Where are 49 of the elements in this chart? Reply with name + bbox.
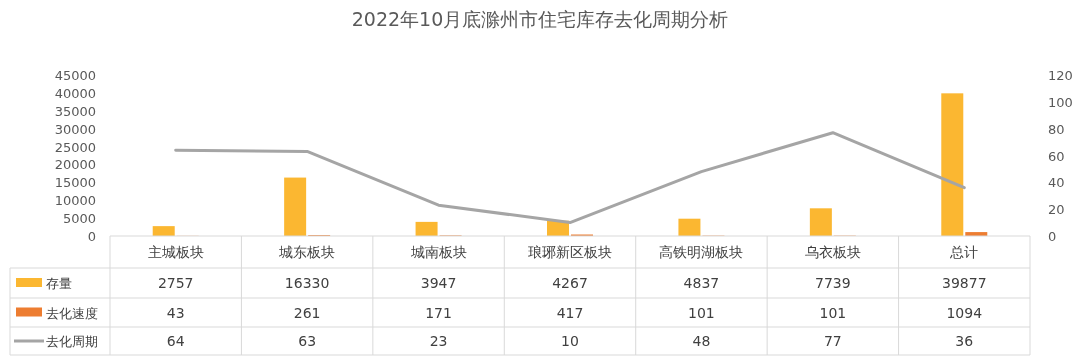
data-label: 101 [819,304,847,321]
data-label: 36 [955,333,974,349]
y-tick-label: 0 [87,229,96,244]
data-label: 171 [425,304,452,321]
data-label: 3947 [420,275,457,291]
x-tick-label: 乌衣板块 [804,244,861,260]
data-label: 64 [166,333,185,349]
x-tick-label: 城东板块 [278,244,336,260]
data-label: 7739 [815,275,851,291]
data-label: 48 [692,333,711,349]
y-tick-label: 5000 [62,211,96,227]
y2-tick-label: 60 [1048,148,1065,164]
data-label: 4837 [683,275,720,291]
data-label: 417 [556,304,584,321]
data-label: 261 [293,304,321,321]
data-label: 16330 [284,275,330,291]
x-tick-label: 总计 [949,244,979,260]
data-label: 1094 [946,304,983,321]
x-tick-label: 高铁明湖板块 [659,244,744,260]
y2-tick-label: 100 [1048,94,1073,110]
y2-tick-label: 80 [1048,121,1065,137]
y2-tick-label: 20 [1048,202,1065,218]
data-label: 77 [823,333,842,349]
data-label: 39877 [942,275,987,291]
data-label: 10 [561,333,579,349]
data-label: 63 [298,333,317,349]
y2-tick-label: 40 [1048,175,1065,191]
chart-title: 2022年10月底滁州市住宅库存去化周期分析 [351,8,729,30]
data-label: 43 [166,304,185,321]
data-label: 101 [688,304,715,321]
y-tick-label: 30000 [54,121,96,137]
y2-tick-label: 0 [1048,229,1057,244]
legend-label: 去化速度 [46,305,98,321]
data-label: 2757 [157,275,194,291]
data-label: 4267 [552,275,588,291]
data-label: 23 [429,333,448,349]
x-tick-label: 城南板块 [409,244,467,260]
legend-label: 存量 [46,276,72,291]
x-tick-label: 主城板块 [147,244,204,260]
y-tick-label: 20000 [54,157,96,173]
y-tick-label: 25000 [54,139,96,155]
y-tick-label: 15000 [54,175,96,191]
x-tick-label: 琅琊新区板块 [528,244,612,260]
y-tick-label: 45000 [54,68,96,83]
y-tick-label: 10000 [54,193,96,209]
legend-label: 去化周期 [46,334,98,349]
y-tick-label: 40000 [54,85,96,101]
y-tick-label: 35000 [54,103,96,119]
y2-tick-label: 120 [1048,68,1073,83]
